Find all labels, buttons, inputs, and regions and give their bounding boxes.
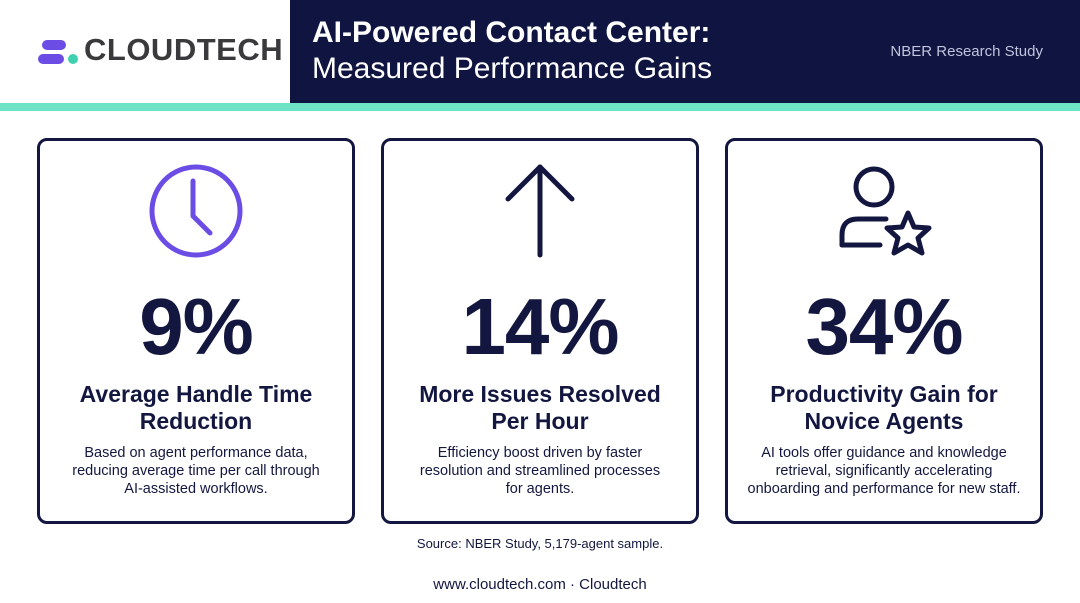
page-subtitle: Measured Performance Gains [312,52,713,85]
card-description: Efficiency boost driven by faster resolu… [402,444,678,498]
cloudtech-logo-icon [38,40,78,64]
stat-value: 9% [139,282,254,371]
stat-card-issues-resolved: 14% More Issues Resolved Per Hour Effici… [381,138,699,524]
footer-link[interactable]: www.cloudtech.com · Cloudtech [433,576,647,593]
card-description-line: retrieval, significantly accelerating [775,463,993,479]
card-description-line: AI tools offer guidance and knowledge [761,445,1007,461]
card-description-line: resolution and streamlined processes [419,463,661,479]
card-title-line: More Issues Resolved [419,381,661,407]
source-note: Source: NBER Study, 5,179-agent sample. [416,536,664,551]
card-title-line: Per Hour [491,408,589,434]
card-title-line: Productivity Gain for [770,381,998,407]
title-banner: AI-Powered Contact Center: Measured Perf… [290,0,1080,104]
card-description-line: for agents. [505,481,575,497]
arrow-up-icon [490,161,590,261]
card-description-line: AI-assisted workflows. [124,481,268,497]
card-description: AI tools offer guidance and knowledge re… [746,444,1022,498]
header: CLOUDTECH AI-Powered Contact Center: Mea… [0,0,1080,104]
card-title: More Issues Resolved Per Hour [394,381,686,435]
logo-area: CLOUDTECH [0,0,290,104]
card-description-line: Based on agent performance data, [84,445,308,461]
stat-card-handle-time: 9% Average Handle Time Reduction Based o… [37,138,355,524]
user-star-icon [834,161,934,261]
clock-icon [146,161,246,261]
study-tag: NBER Research Study [890,43,1043,60]
card-description: Based on agent performance data, reducin… [58,444,334,498]
card-description-line: reducing average time per call through [72,463,320,479]
card-title: Productivity Gain for Novice Agents [738,381,1030,435]
card-description-line: Efficiency boost driven by faster [437,445,643,461]
stat-value: 14% [461,282,619,371]
accent-bar [0,103,1080,111]
stat-value: 34% [805,282,963,371]
card-title-line: Average Handle Time [79,381,313,407]
card-title: Average Handle Time Reduction [50,381,342,435]
stat-card-novice-productivity: 34% Productivity Gain for Novice Agents … [725,138,1043,524]
card-description-line: onboarding and performance for new staff… [747,481,1021,497]
logo-wordmark: CLOUDTECH [84,32,284,67]
page-title: AI-Powered Contact Center: [312,16,711,49]
card-title-line: Novice Agents [804,408,964,434]
card-title-line: Reduction [139,408,253,434]
